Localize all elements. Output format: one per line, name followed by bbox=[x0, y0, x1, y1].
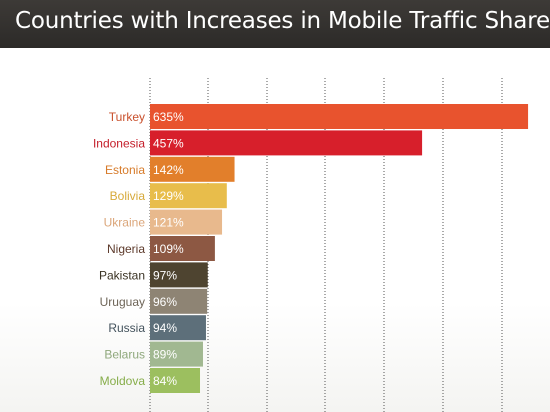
value-label-russia: 94% bbox=[153, 321, 177, 335]
bar-belarus bbox=[150, 341, 203, 367]
value-label-indonesia: 457% bbox=[153, 136, 184, 150]
value-label-ukraine: 121% bbox=[153, 216, 184, 230]
bar-nigeria bbox=[150, 236, 215, 261]
bar-russia bbox=[150, 315, 206, 341]
bar-ukraine bbox=[150, 209, 223, 235]
value-label-pakistan: 97% bbox=[153, 268, 177, 282]
category-label-bolivia: Bolivia bbox=[110, 189, 146, 203]
category-label-estonia: Estonia bbox=[105, 163, 145, 177]
title-bar: Countries with Increases in Mobile Traff… bbox=[0, 0, 550, 48]
value-label-moldova: 84% bbox=[153, 374, 177, 388]
bar-turkey bbox=[150, 104, 529, 129]
category-label-pakistan: Pakistan bbox=[99, 268, 145, 282]
chart-title: Countries with Increases in Mobile Traff… bbox=[15, 8, 550, 34]
category-label-russia: Russia bbox=[108, 321, 145, 335]
category-label-ukraine: Ukraine bbox=[104, 216, 146, 230]
value-label-uruguay: 96% bbox=[153, 295, 177, 309]
category-label-belarus: Belarus bbox=[104, 348, 145, 362]
value-label-estonia: 142% bbox=[153, 163, 184, 177]
category-label-turkey: Turkey bbox=[109, 110, 145, 124]
value-label-belarus: 89% bbox=[153, 348, 177, 362]
category-label-moldova: Moldova bbox=[100, 374, 146, 388]
value-label-nigeria: 109% bbox=[153, 242, 184, 256]
value-label-turkey: 635% bbox=[153, 110, 184, 124]
value-label-bolivia: 129% bbox=[153, 189, 184, 203]
bar-uruguay bbox=[150, 288, 208, 314]
category-label-uruguay: Uruguay bbox=[100, 295, 145, 309]
bar-bolivia bbox=[150, 183, 227, 209]
bar-estonia bbox=[150, 156, 235, 182]
bar-moldova bbox=[150, 368, 201, 393]
category-label-nigeria: Nigeria bbox=[107, 242, 145, 256]
bar-pakistan bbox=[150, 262, 208, 288]
bar-indonesia bbox=[150, 130, 423, 156]
category-label-indonesia: Indonesia bbox=[93, 136, 145, 150]
